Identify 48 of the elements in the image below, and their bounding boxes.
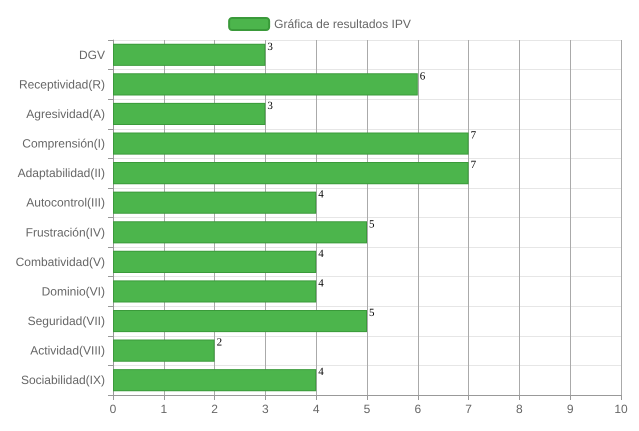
data-label: 4 xyxy=(318,248,324,260)
x-tick-label: 6 xyxy=(414,402,422,416)
data-label: 5 xyxy=(369,218,375,230)
bar xyxy=(113,192,316,214)
legend-label: Gráfica de resultados IPV xyxy=(274,17,411,31)
data-label: 7 xyxy=(470,159,477,172)
bar xyxy=(113,44,266,66)
data-label: 3 xyxy=(267,40,274,53)
data-label: 4 xyxy=(318,366,324,378)
x-tick-label: 1 xyxy=(160,402,168,416)
bar xyxy=(113,162,469,184)
y-tick-label: Combatividad(V) xyxy=(16,254,105,269)
bar xyxy=(113,73,418,96)
x-tick-label: 9 xyxy=(566,402,574,416)
x-tick-label: 2 xyxy=(211,402,218,416)
y-tick-label: Sociabilidad(IX) xyxy=(20,373,105,388)
bar xyxy=(113,369,316,392)
x-tick-label: 0 xyxy=(110,402,117,416)
y-tick-label: Agresividad(A) xyxy=(26,106,105,121)
y-tick-label: Frustración(IV) xyxy=(26,225,105,240)
bar xyxy=(113,340,215,362)
data-label: 6 xyxy=(420,70,426,82)
bar xyxy=(113,310,367,332)
data-label: 7 xyxy=(470,130,477,142)
data-label: 5 xyxy=(369,307,375,320)
x-tick-label: 10 xyxy=(614,402,628,416)
x-tick-label: 4 xyxy=(312,402,320,416)
data-label: 4 xyxy=(318,188,324,201)
y-tick-label: Comprensión(I) xyxy=(22,136,105,151)
y-tick-label: DGV xyxy=(78,48,105,62)
data-label: 2 xyxy=(216,336,222,349)
bar xyxy=(113,250,316,273)
bar xyxy=(113,132,469,155)
y-tick-label: Receptividad(R) xyxy=(18,77,105,92)
bar xyxy=(113,280,316,303)
x-tick-label: 7 xyxy=(465,402,472,416)
y-tick-label: Autocontrol(III) xyxy=(26,196,105,210)
y-tick-label: Adaptabilidad(II) xyxy=(18,166,105,180)
bar xyxy=(113,221,367,244)
y-tick-label: Dominio(VI) xyxy=(42,284,105,298)
data-label: 3 xyxy=(267,100,274,112)
y-tick-label: Seguridad(VII) xyxy=(28,314,105,328)
x-tick-label: 3 xyxy=(262,402,270,416)
x-tick-label: 8 xyxy=(516,402,524,416)
bar xyxy=(113,102,266,126)
data-label: 4 xyxy=(318,277,324,290)
x-tick-label: 5 xyxy=(364,402,371,416)
y-tick-label: Actividad(VIII) xyxy=(30,344,105,358)
